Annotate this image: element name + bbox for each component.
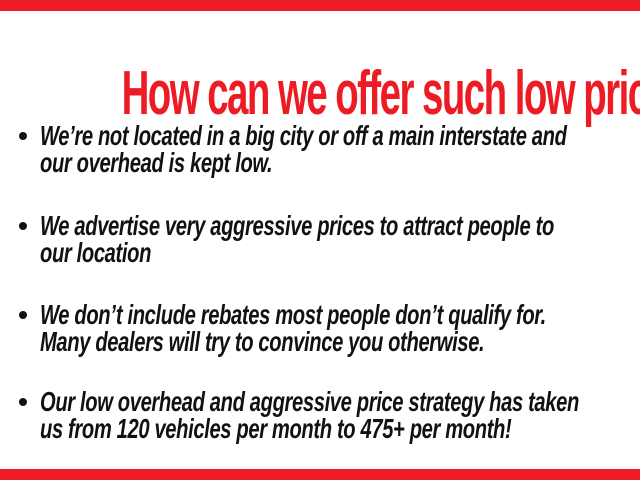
- bullet-dot: [19, 398, 27, 406]
- bullet-4-line-1: Our low overhead and aggressive price st…: [40, 386, 579, 417]
- bullet-dot: [19, 132, 27, 140]
- bullet-4-line-2: us from 120 vehicles per month to 475+ p…: [40, 413, 512, 444]
- bullet-1-line-1: We’re not located in a big city or off a…: [40, 120, 567, 151]
- bullet-1-line-2: our overhead is kept low.: [40, 147, 273, 178]
- bullet-3-line-2: Many dealers will try to convince you ot…: [40, 326, 485, 357]
- bullet-item-3: We don’t include rebates most people don…: [40, 299, 546, 357]
- bullet-2-line-2: our location: [40, 237, 152, 268]
- bullet-dot: [19, 222, 27, 230]
- bullet-item-4: Our low overhead and aggressive price st…: [40, 386, 579, 444]
- bullet-dot: [19, 311, 27, 319]
- bullet-2-line-1: We advertise very aggressive prices to a…: [40, 210, 554, 241]
- top-accent-bar: [0, 0, 640, 11]
- bullet-3-line-1: We don’t include rebates most people don…: [40, 299, 546, 330]
- bottom-accent-bar: [0, 469, 640, 480]
- bullet-item-2: We advertise very aggressive prices to a…: [40, 210, 554, 268]
- slide-title: How can we offer such low prices?: [121, 58, 640, 128]
- bullet-item-1: We’re not located in a big city or off a…: [40, 120, 567, 178]
